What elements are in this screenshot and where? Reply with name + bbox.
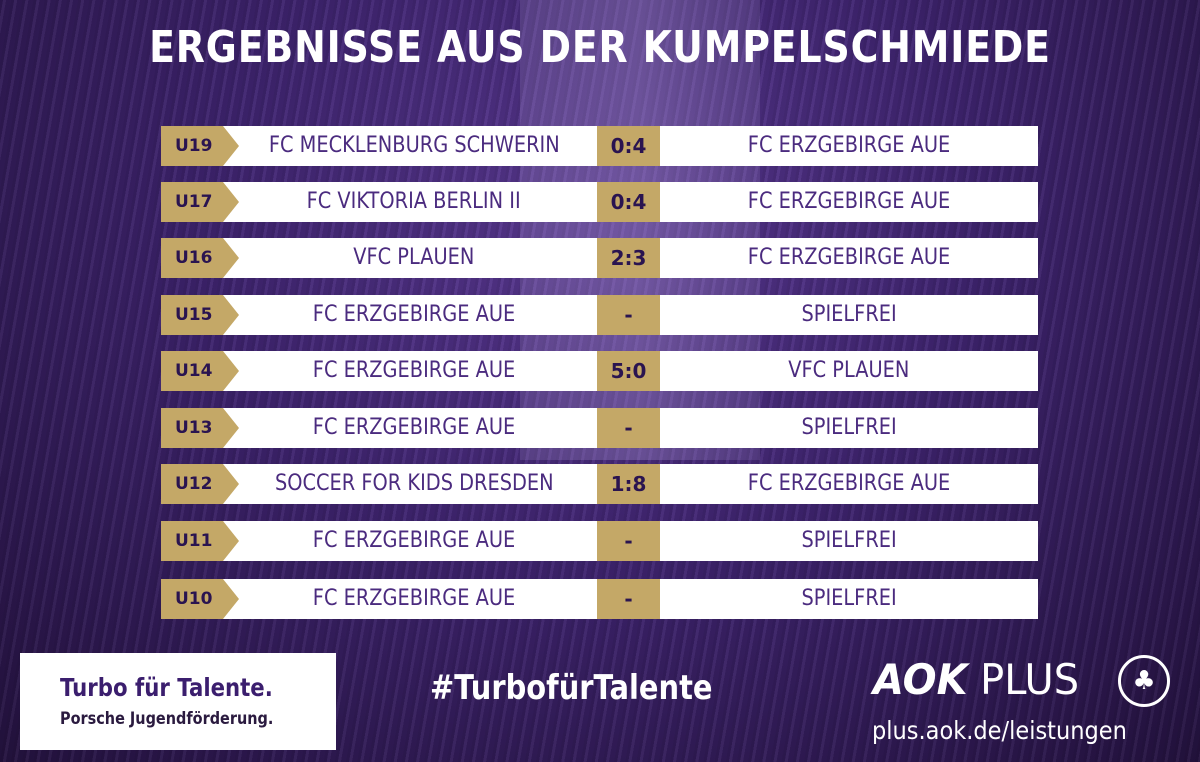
away-team-name: FC ERZGEBIRGE AUE bbox=[747, 245, 951, 270]
sponsor-line-1: Turbo für Talente. bbox=[60, 673, 273, 702]
score: 2:3 bbox=[597, 238, 660, 278]
home-team-name: FC ERZGEBIRGE AUE bbox=[312, 302, 516, 327]
age-group-badge: U15 bbox=[161, 295, 239, 335]
away-team: SPIELFREI bbox=[660, 521, 1038, 561]
away-team-name: SPIELFREI bbox=[801, 586, 897, 611]
age-group-badge: U19 bbox=[161, 126, 239, 166]
away-team: FC ERZGEBIRGE AUE bbox=[660, 126, 1038, 166]
score: - bbox=[597, 579, 660, 619]
home-team-name: FC ERZGEBIRGE AUE bbox=[312, 415, 516, 440]
result-row: FC MECKLENBURG SCHWERIN U19 0:4 FC ERZGEBIR… bbox=[161, 126, 1038, 166]
aok-tree-icon: ♣ bbox=[1118, 655, 1170, 707]
result-row: FC ERZGEBIRGE AUE U14 5:0 VFC PLAUEN bbox=[161, 351, 1038, 391]
away-team-name: SPIELFREI bbox=[801, 528, 897, 553]
result-row: FC ERZGEBIRGE AUE U13 - SPIELFREI bbox=[161, 408, 1038, 448]
away-team: SPIELFREI bbox=[660, 295, 1038, 335]
age-group-badge: U16 bbox=[161, 238, 239, 278]
score: 0:4 bbox=[597, 182, 660, 222]
age-group-badge: U17 bbox=[161, 182, 239, 222]
age-group-badge: U10 bbox=[161, 579, 239, 619]
sponsor-line-2: Porsche Jugendförderung. bbox=[60, 709, 274, 729]
score: 1:8 bbox=[597, 464, 660, 504]
away-team: FC ERZGEBIRGE AUE bbox=[660, 464, 1038, 504]
away-team-name: FC ERZGEBIRGE AUE bbox=[747, 133, 951, 158]
age-group-badge: U12 bbox=[161, 464, 239, 504]
score: - bbox=[597, 521, 660, 561]
away-team-name: FC ERZGEBIRGE AUE bbox=[747, 471, 951, 496]
away-team-name: SPIELFREI bbox=[801, 415, 897, 440]
age-group-badge: U13 bbox=[161, 408, 239, 448]
away-team: SPIELFREI bbox=[660, 579, 1038, 619]
score: - bbox=[597, 408, 660, 448]
result-row: SOCCER FOR KIDS DRESDEN U12 1:8 FC ERZGEBIR… bbox=[161, 464, 1038, 504]
away-team-name: SPIELFREI bbox=[801, 302, 897, 327]
away-team-name: FC ERZGEBIRGE AUE bbox=[747, 189, 951, 214]
result-row: FC VIKTORIA BERLIN II U17 0:4 FC ERZGEBIRGE… bbox=[161, 182, 1038, 222]
porsche-sponsor-logo: Turbo für Talente. Porsche Jugendförderu… bbox=[20, 653, 336, 750]
page-title: ERGEBNISSE AUS DER KUMPELSCHMIEDE bbox=[149, 22, 1051, 73]
age-group-badge: U14 bbox=[161, 351, 239, 391]
away-team: VFC PLAUEN bbox=[660, 351, 1038, 391]
home-team-name: FC ERZGEBIRGE AUE bbox=[312, 358, 516, 383]
away-team-name: VFC PLAUEN bbox=[788, 358, 910, 383]
score: 5:0 bbox=[597, 351, 660, 391]
aok-plus-logo: AOK PLUS bbox=[873, 655, 1079, 704]
score: - bbox=[597, 295, 660, 335]
result-row: FC ERZGEBIRGE AUE U11 - SPIELFREI bbox=[161, 521, 1038, 561]
home-team-name: FC ERZGEBIRGE AUE bbox=[312, 528, 516, 553]
aok-url: plus.aok.de/leistungen bbox=[872, 716, 1127, 745]
result-row: FC ERZGEBIRGE AUE U10 - SPIELFREI bbox=[161, 579, 1038, 619]
home-team-name: FC MECKLENBURG SCHWERIN bbox=[268, 133, 560, 158]
home-team-name: SOCCER FOR KIDS DRESDEN bbox=[274, 471, 554, 496]
home-team-name: FC ERZGEBIRGE AUE bbox=[312, 586, 516, 611]
score: 0:4 bbox=[597, 126, 660, 166]
home-team-name: VFC PLAUEN bbox=[353, 245, 475, 270]
away-team: FC ERZGEBIRGE AUE bbox=[660, 182, 1038, 222]
away-team: FC ERZGEBIRGE AUE bbox=[660, 238, 1038, 278]
hashtag: #TurbofürTalente bbox=[430, 668, 713, 708]
age-group-badge: U11 bbox=[161, 521, 239, 561]
aok-logo-light: PLUS bbox=[980, 655, 1080, 704]
result-row: FC ERZGEBIRGE AUE U15 - SPIELFREI bbox=[161, 295, 1038, 335]
home-team-name: FC VIKTORIA BERLIN II bbox=[306, 189, 522, 214]
away-team: SPIELFREI bbox=[660, 408, 1038, 448]
result-row: VFC PLAUEN U16 2:3 FC ERZGEBIRGE AUE bbox=[161, 238, 1038, 278]
aok-logo-bold: AOK bbox=[873, 655, 968, 704]
